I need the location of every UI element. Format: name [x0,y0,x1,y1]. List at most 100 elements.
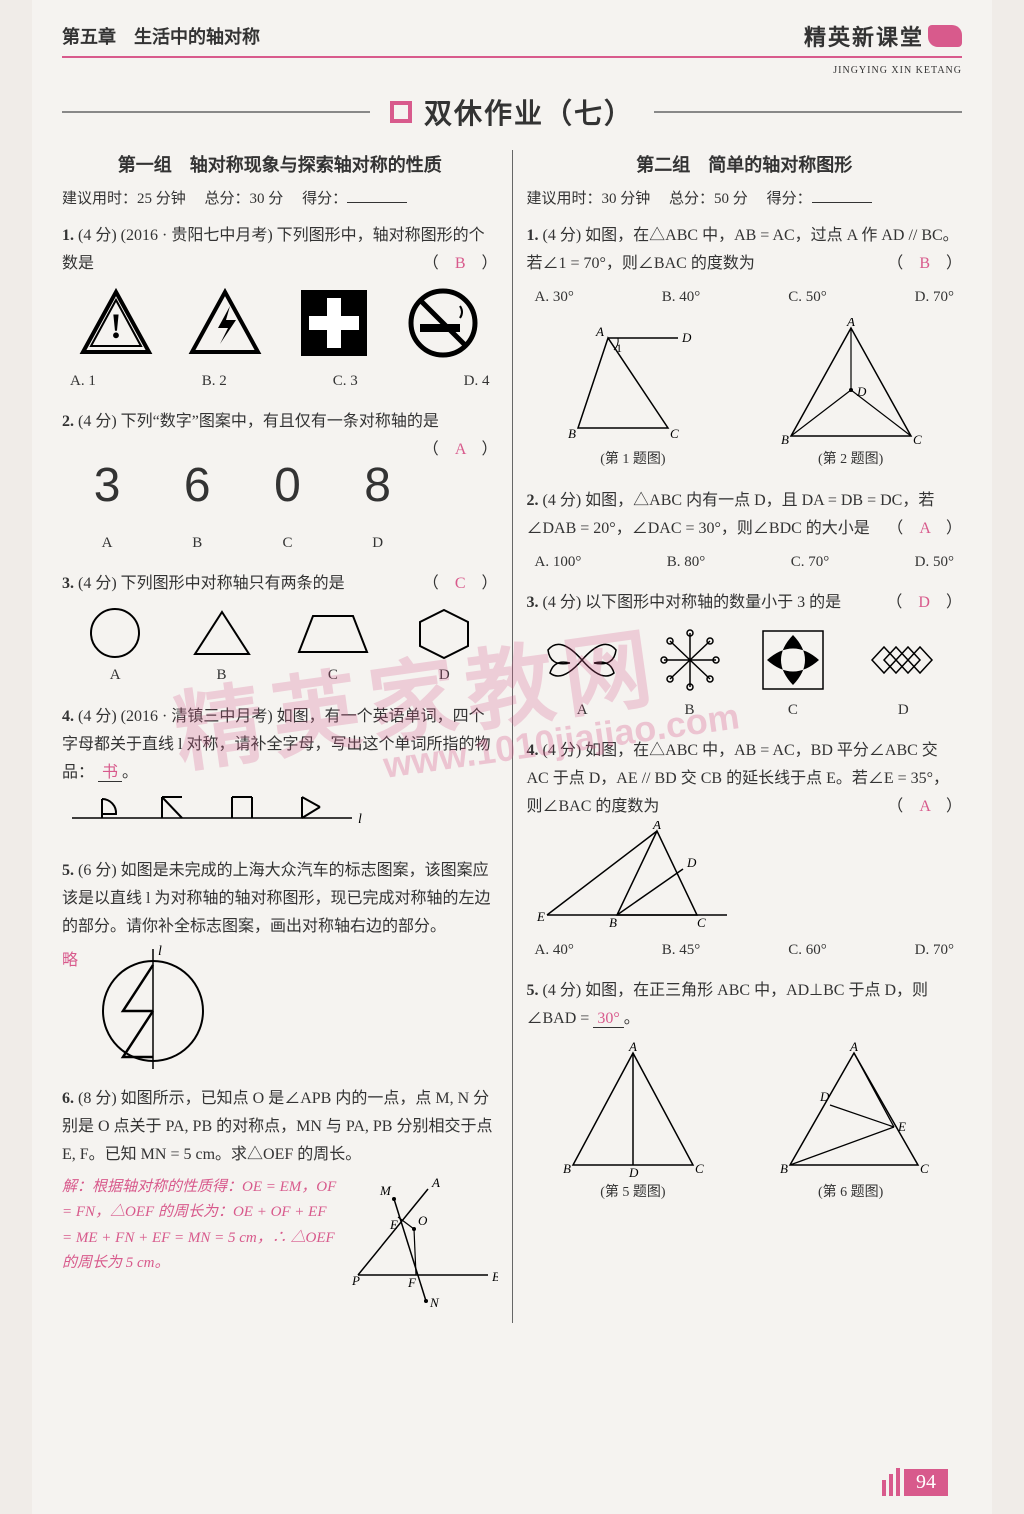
svg-text:A: A [628,1041,637,1054]
rq4-d: D. 70° [915,937,954,963]
rq3-lb: B [652,697,728,723]
rq1-pts: (4 分) [543,227,582,244]
astroid-icon [755,625,831,695]
svg-text:l: l [158,944,162,959]
q2-digits: 3A 6B 0C 8D [62,444,423,556]
svg-text:A: A [431,1175,440,1190]
rq5-cap2: (第 6 题图) [766,1181,936,1206]
svg-text:!: ! [110,306,122,346]
rq5-figures: A B D C (第 5 题图) A [527,1041,963,1206]
q2-answer: A [455,441,466,458]
brand: 精英新课堂 [804,20,962,52]
brand-name-cn: 精英新课堂 [804,20,924,52]
q1-opt-b: B. 2 [202,368,227,394]
butterfly-icon [540,625,624,695]
q5-answer: 略 [62,947,78,975]
q1-pts: (4 分) [78,227,117,244]
svg-text:C: C [913,432,922,447]
circle-shape-icon [82,606,148,660]
rq3-shapes: A B C D [527,625,963,723]
rq1-d: D. 70° [915,284,954,310]
meta-total-r: 总分：50 分 [669,191,748,207]
q5-text: 如图是未完成的上海大众汽车的标志图案，该图案应该是以直线 l 为对称轴的轴对称图… [62,862,490,935]
cross-medical-icon [297,286,371,360]
rq1-cap1: (第 1 题图) [558,448,708,473]
rq4-answer: A [919,798,930,815]
high-voltage-icon [188,286,262,360]
hexagon-shape-icon [411,606,477,660]
svg-text:E: E [536,909,545,924]
svg-text:M: M [379,1183,392,1198]
svg-text:C: C [670,426,679,441]
brand-name-pinyin: JINGYING XIN KETANG [833,65,962,76]
q4-pts: (4 分) [78,708,117,725]
rq4-options: A. 40° B. 45° C. 60° D. 70° [527,937,963,963]
svg-text:l: l [358,812,362,827]
q2-pts: (4 分) [78,413,117,430]
svg-text:B: B [609,915,617,930]
right-q4: 4. (4 分) 如图，在△ABC 中，AB = AC，BD 平分∠ABC 交 … [527,737,963,963]
rq4-c: C. 60° [788,937,827,963]
left-q3: 3. (4 分) 下列图形中对称轴只有两条的是 （ C ） A B C D [62,570,498,688]
svg-text:B: B [563,1161,571,1176]
q6-pts: (8 分) [78,1090,117,1107]
chapter-title: 第五章 生活中的轴对称 [62,23,260,49]
svg-text:E: E [897,1119,906,1134]
page-number-bars-icon [882,1468,900,1496]
main-title: 双休作业（七） [424,92,634,132]
rq3-answer: D [918,594,930,611]
warning-triangle-icon: ! [79,286,153,360]
q3-lab-c: C [295,662,371,688]
svg-text:A: A [595,324,604,339]
group1-meta: 建议用时：25 分钟 总分：30 分 得分： [62,186,498,212]
meta-time-r: 建议用时：30 分钟 [527,191,651,207]
digit-3: 3 [94,444,121,528]
rq5-cap1: (第 5 题图) [553,1181,713,1206]
meta-total: 总分：30 分 [205,191,284,207]
svg-text:D: D [628,1165,639,1180]
rq1-a: A. 30° [535,284,574,310]
group2-meta: 建议用时：30 分钟 总分：50 分 得分： [527,186,963,212]
svg-text:1: 1 [616,341,622,355]
q1-opt-d: D. 4 [464,368,490,394]
digit-6: 6 [184,444,211,528]
rq4-a: A. 40° [535,937,574,963]
digit-8: 8 [364,444,391,528]
svg-text:E: E [389,1217,398,1232]
left-q4: 4. (4 分) (2016 · 清镇三中月考) 如图，有一个英语单词，四个字母… [62,703,498,843]
svg-text:B: B [780,1161,788,1176]
rq4-b: B. 45° [662,937,701,963]
left-column: 第一组 轴对称现象与探索轴对称的性质 建议用时：25 分钟 总分：30 分 得分… [62,150,498,1323]
left-q2: 2. (4 分) 下列“数字”图案中，有且仅有一条对称轴的是 （ A ） 3A … [62,408,498,556]
svg-text:A: A [849,1041,858,1054]
title-square-icon [390,101,412,123]
rq1-c: C. 50° [788,284,827,310]
svg-text:A: A [652,821,661,832]
q1-opt-a: A. 1 [70,368,96,394]
rq2-b: B. 80° [667,549,706,575]
left-q6: 6. (8 分) 如图所示，已知点 O 是∠APB 内的一点，点 M, N 分别… [62,1085,498,1309]
svg-text:N: N [429,1295,440,1309]
svg-text:B: B [492,1269,498,1284]
svg-text:C: C [695,1161,704,1176]
svg-text:F: F [407,1275,417,1290]
left-q5: 5. (6 分) 如图是未完成的上海大众汽车的标志图案，该图案应该是以直线 l … [62,857,498,1071]
svg-text:D: D [686,855,697,870]
no-smoking-icon [406,286,480,360]
q1-options: A. 1 B. 2 C. 3 D. 4 [62,368,498,394]
q5-pts: (6 分) [78,862,117,879]
q3-answer: C [455,575,466,592]
right-q1: 1. (4 分) 如图，在△ABC 中，AB = AC，过点 A 作 AD //… [527,222,963,473]
rq3-pts: (4 分) [543,594,582,611]
rq1-cap2: (第 2 题图) [771,448,931,473]
svg-text:B: B [781,432,789,447]
svg-text:D: D [681,330,692,345]
rq3-la: A [540,697,624,723]
right-q2: 2. (4 分) 如图，△ABC 内有一点 D，且 DA = DB = DC，若… [527,487,963,575]
column-divider [512,150,513,1323]
triangle-shape-icon [189,606,255,660]
rq1-fig1: A D B C 1 [558,318,708,448]
q2-text: 下列“数字”图案中，有且仅有一条对称轴的是 [121,413,439,430]
rq2-answer: A [919,520,930,537]
q4-answer: 书 [98,764,122,782]
